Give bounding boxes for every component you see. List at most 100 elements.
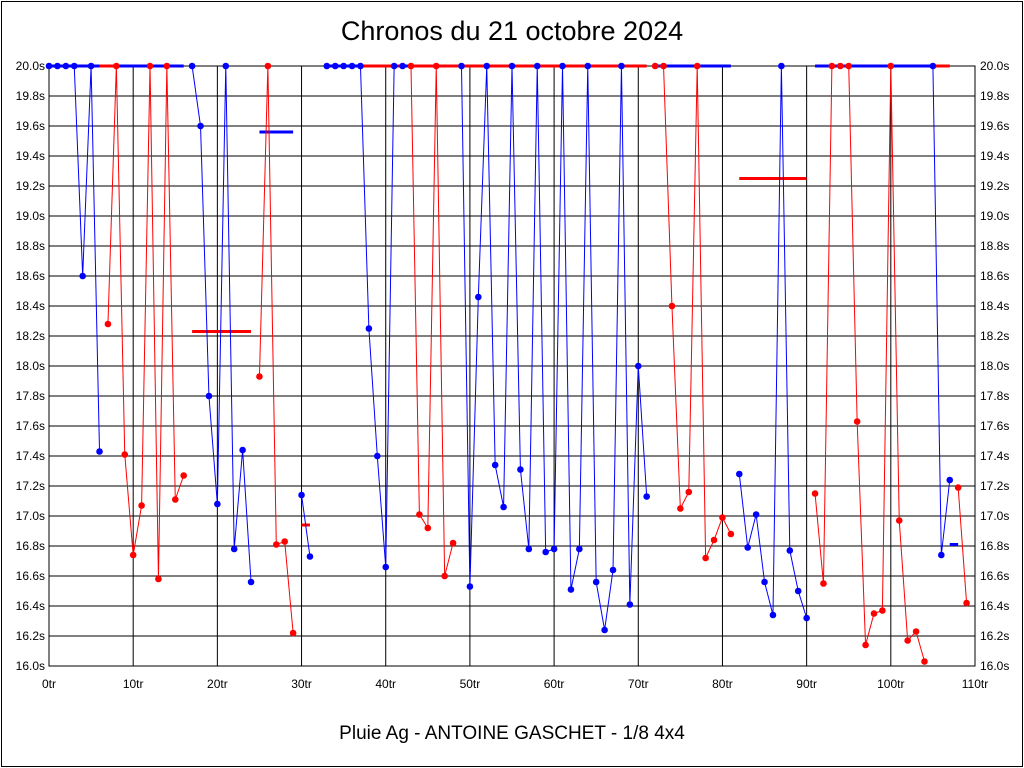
y-tick-label-right: 18.8s (980, 239, 1009, 253)
data-point-blue (752, 511, 760, 518)
x-tick-label: 110tr (962, 677, 988, 691)
x-tick-label: 50tr (460, 677, 481, 691)
y-tick-label-right: 16.8s (980, 539, 1009, 553)
data-point-blue (79, 272, 86, 280)
data-point-blue (517, 466, 524, 473)
data-point-blue (643, 493, 650, 500)
data-point-red (845, 62, 853, 70)
y-tick-label-left: 17.8s (16, 389, 45, 403)
chart-subtitle: Pluie Ag - ANTOINE GASCHET - 1/8 4x4 (339, 723, 685, 744)
data-point-blue (786, 547, 794, 554)
data-point-blue (525, 545, 533, 553)
data-point-blue (500, 503, 507, 511)
y-tick-label-right: 16.2s (980, 629, 1009, 643)
data-point-blue (374, 452, 381, 460)
data-point-blue (475, 293, 482, 301)
data-point-blue (214, 500, 221, 508)
y-tick-label-left: 18.4s (16, 299, 45, 313)
y-tick-label-left: 18.2s (16, 329, 45, 343)
data-point-blue (96, 448, 103, 455)
x-axis-ticks: 0tr 10tr 20tr 30tr 40tr 50tr 60tr 70tr 80tr 90tr 1… (42, 677, 988, 691)
data-point-blue (533, 62, 541, 70)
data-point-blue (550, 545, 558, 553)
y-tick-label-left: 16.4s (16, 599, 45, 613)
y-tick-label-left: 16.0s (16, 659, 45, 673)
data-point-blue (592, 578, 600, 586)
data-point-blue (929, 62, 937, 70)
y-tick-label-right: 16.4s (980, 599, 1009, 613)
y-tick-label-right: 19.4s (980, 149, 1009, 163)
data-point-blue (205, 392, 213, 400)
data-point-blue (357, 62, 364, 70)
data-point-red (272, 541, 280, 548)
x-tick-label: 20tr (207, 677, 228, 691)
y-tick-label-right: 16.6s (980, 569, 1009, 583)
data-point-blue (508, 62, 516, 70)
data-point-red (449, 539, 457, 547)
x-tick-label: 70tr (628, 677, 649, 691)
data-point-blue (626, 601, 634, 608)
data-point-red (828, 62, 836, 70)
y-tick-label-left: 16.8s (16, 539, 45, 553)
data-points (45, 62, 970, 665)
data-point-blue (634, 362, 642, 370)
data-point-red (921, 658, 928, 665)
data-point-blue (197, 122, 204, 130)
data-point-red (820, 580, 827, 587)
series-line-blue (301, 494, 311, 557)
y-tick-label-right: 19.2s (980, 179, 1009, 193)
data-point-red (837, 62, 844, 70)
y-tick-label-left: 17.2s (16, 479, 45, 493)
data-point-blue (247, 578, 255, 586)
data-point-blue (778, 62, 785, 70)
data-point-red (113, 62, 120, 70)
y-tick-label-right: 20.0s (980, 59, 1009, 73)
series-line-blue (326, 65, 403, 568)
y-tick-label-left: 19.8s (16, 89, 45, 103)
grid (49, 66, 975, 666)
y-axis-ticks-left: 16.0s 16.2s 16.4s 16.6s 16.8s 17.0s 17.2s 17.4s… (16, 59, 45, 673)
data-point-blue (45, 62, 53, 70)
data-point-red (146, 62, 154, 70)
y-axis-ticks-right: 16.0s 16.2s 16.4s 16.6s 16.8s 17.0s 17.2s 17.4s… (980, 59, 1009, 673)
data-point-red (904, 637, 911, 644)
data-point-blue (62, 62, 70, 70)
y-tick-label-left: 17.6s (16, 419, 45, 433)
data-point-red (281, 538, 289, 545)
y-tick-label-left: 19.6s (16, 119, 45, 133)
data-point-red (912, 628, 920, 635)
data-point-blue (601, 626, 608, 634)
chart-title: Chronos du 21 octobre 2024 (340, 16, 684, 46)
data-point-red (719, 514, 726, 521)
y-tick-label-right: 17.8s (980, 389, 1009, 403)
data-point-red (163, 62, 171, 70)
data-point-red (685, 488, 693, 496)
x-tick-label: 10tr (123, 677, 144, 691)
data-point-blue (744, 544, 752, 551)
data-point-red (853, 418, 861, 425)
y-tick-label-right: 17.2s (980, 479, 1009, 493)
x-tick-label: 100tr (877, 677, 904, 691)
y-tick-label-left: 18.0s (16, 359, 45, 373)
data-point-blue (946, 476, 954, 484)
data-point-red (407, 62, 415, 70)
y-tick-label-right: 17.6s (980, 419, 1009, 433)
data-point-blue (735, 470, 743, 478)
series-line-red (655, 65, 732, 559)
data-point-red (138, 502, 145, 509)
data-point-red (264, 62, 272, 70)
data-point-red (677, 505, 684, 512)
data-point-blue (298, 491, 305, 499)
series-line-red (258, 65, 294, 634)
data-point-red (155, 575, 162, 583)
y-tick-label-right: 18.6s (980, 269, 1009, 283)
data-point-blue (390, 62, 398, 70)
data-point-red (129, 551, 137, 559)
data-point-blue (491, 461, 499, 469)
data-point-red (121, 451, 129, 458)
data-point-red (171, 496, 179, 503)
data-point-red (668, 302, 676, 310)
x-tick-label: 0tr (42, 677, 56, 691)
data-point-blue (567, 586, 575, 593)
data-point-blue (576, 545, 583, 553)
